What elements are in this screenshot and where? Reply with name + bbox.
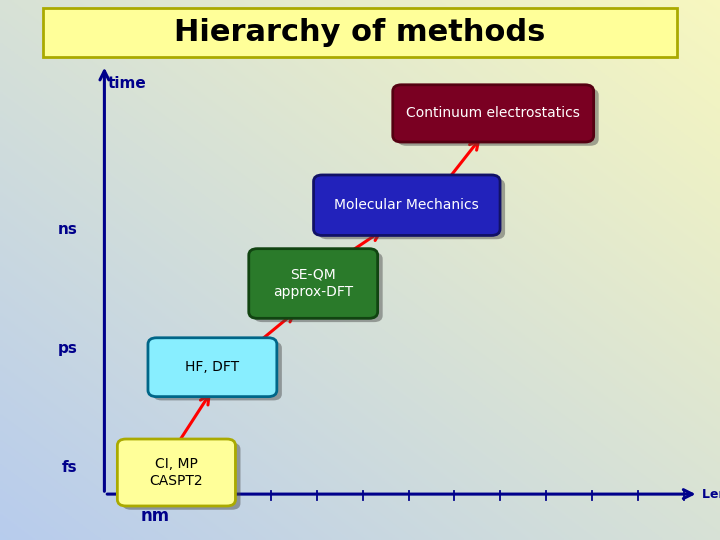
FancyBboxPatch shape [148, 338, 276, 396]
Text: time: time [108, 76, 147, 91]
FancyBboxPatch shape [117, 439, 235, 506]
FancyBboxPatch shape [313, 175, 500, 235]
FancyBboxPatch shape [393, 85, 594, 142]
FancyBboxPatch shape [318, 179, 505, 239]
Text: Molecular Mechanics: Molecular Mechanics [334, 198, 480, 212]
FancyBboxPatch shape [153, 341, 282, 401]
Text: Continuum electrostatics: Continuum electrostatics [406, 106, 580, 120]
Text: Length scale: Length scale [702, 488, 720, 501]
FancyBboxPatch shape [122, 443, 240, 510]
Text: HF, DFT: HF, DFT [185, 360, 240, 374]
Text: ps: ps [58, 341, 78, 356]
FancyBboxPatch shape [398, 89, 599, 146]
Text: nm: nm [140, 507, 169, 525]
Text: ns: ns [58, 222, 78, 237]
Text: SE-QM
approx-DFT: SE-QM approx-DFT [273, 268, 354, 299]
Text: Hierarchy of methods: Hierarchy of methods [174, 18, 546, 47]
Text: CI, MP
CASPT2: CI, MP CASPT2 [150, 457, 203, 488]
FancyBboxPatch shape [249, 248, 377, 319]
Text: fs: fs [62, 460, 78, 475]
FancyBboxPatch shape [253, 252, 383, 322]
FancyBboxPatch shape [43, 8, 677, 57]
